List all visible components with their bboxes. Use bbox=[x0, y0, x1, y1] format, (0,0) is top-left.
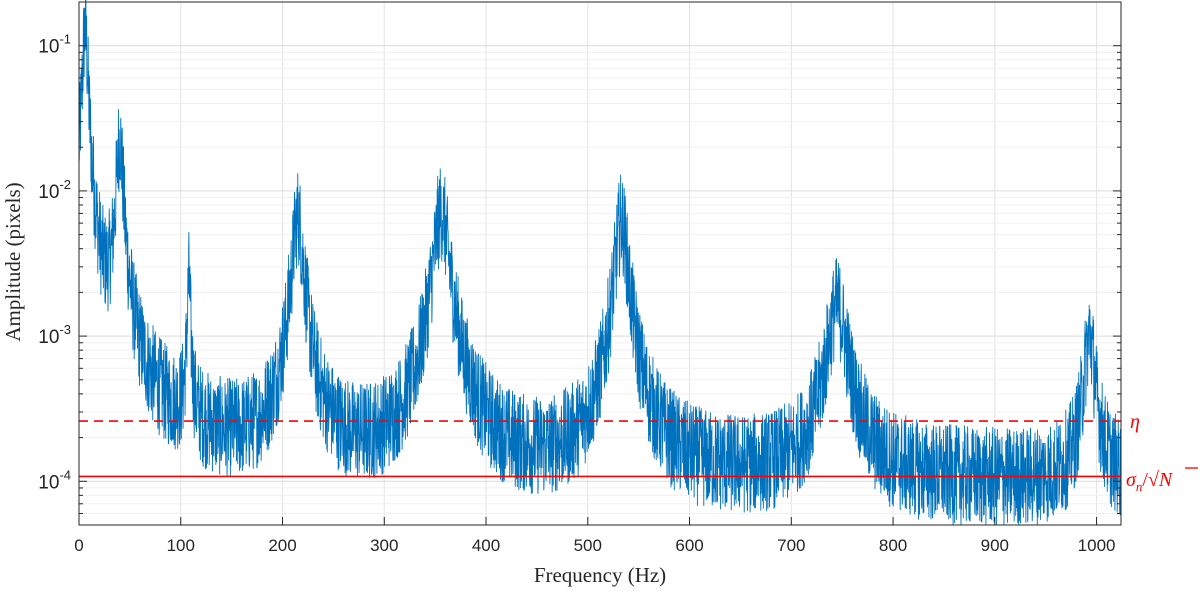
y-tick-label: 10-4 bbox=[38, 467, 71, 493]
ticks: 0 100 200 300 400 500 600 700 800 900 1000 10-4 10-3… bbox=[38, 1, 1121, 555]
series-layer bbox=[78, 0, 1122, 526]
spectrum-line bbox=[78, 0, 1122, 526]
y-tick-label: 10-1 bbox=[38, 32, 71, 58]
x-tick-label: 200 bbox=[268, 536, 296, 555]
x-tick-label: 600 bbox=[675, 536, 703, 555]
x-tick-label: 800 bbox=[879, 536, 907, 555]
x-tick-label: 1000 bbox=[1078, 536, 1116, 555]
x-axis-label: Frequency (Hz) bbox=[534, 563, 666, 587]
x-tick-label: 900 bbox=[981, 536, 1009, 555]
axes-frame bbox=[78, 1, 1122, 526]
y-tick-label: 10-3 bbox=[38, 322, 71, 348]
x-tick-label: 100 bbox=[167, 536, 195, 555]
eta-label: η bbox=[1130, 411, 1140, 433]
sigma-sqrt-n-label: σn/√N bbox=[1126, 469, 1174, 494]
reference-lines bbox=[79, 420, 1121, 478]
y-tick-label: 10-2 bbox=[38, 177, 71, 203]
y-axis-label: Amplitude (pixels) bbox=[1, 182, 25, 341]
x-tick-label: 700 bbox=[777, 536, 805, 555]
x-tick-label: 0 bbox=[74, 536, 83, 555]
x-tick-label: 400 bbox=[472, 536, 500, 555]
x-tick-label: 500 bbox=[574, 536, 602, 555]
x-tick-label: 300 bbox=[370, 536, 398, 555]
